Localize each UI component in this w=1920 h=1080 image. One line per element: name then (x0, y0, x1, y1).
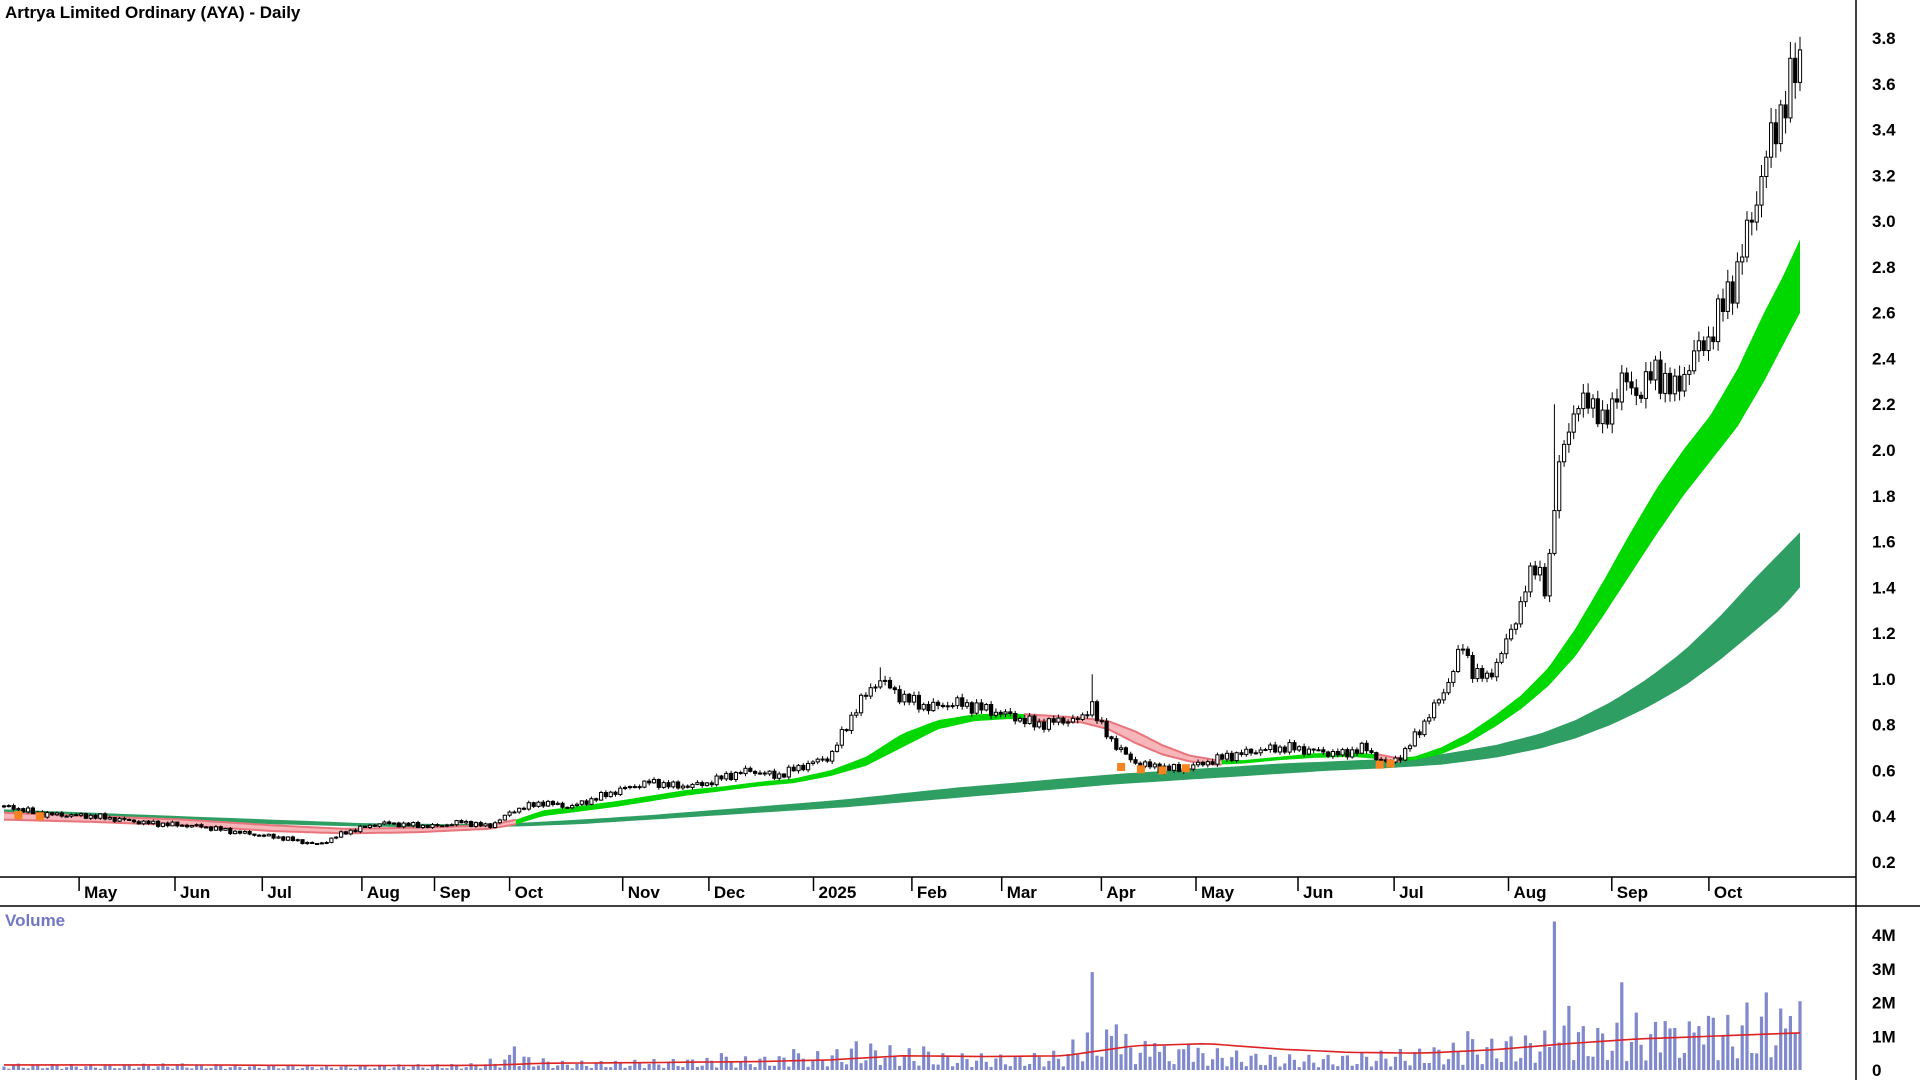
svg-text:Sep: Sep (440, 883, 471, 902)
svg-text:1.8: 1.8 (1872, 487, 1896, 506)
svg-text:2M: 2M (1872, 994, 1896, 1013)
candlesticks (1, 36, 1803, 846)
svg-text:4M: 4M (1872, 926, 1896, 945)
svg-text:1.0: 1.0 (1872, 670, 1896, 689)
svg-text:Aug: Aug (1514, 883, 1547, 902)
svg-text:Jun: Jun (1303, 883, 1333, 902)
svg-text:Nov: Nov (628, 883, 661, 902)
svg-text:May: May (84, 883, 118, 902)
svg-text:1.4: 1.4 (1872, 578, 1896, 597)
svg-text:2.6: 2.6 (1872, 304, 1896, 323)
svg-text:Aug: Aug (367, 883, 400, 902)
svg-text:3.0: 3.0 (1872, 212, 1896, 231)
svg-text:0.6: 0.6 (1872, 761, 1896, 780)
svg-text:Apr: Apr (1106, 883, 1136, 902)
svg-text:0.4: 0.4 (1872, 807, 1896, 826)
volume-ma-line (4, 1032, 1801, 1067)
svg-text:2.8: 2.8 (1872, 258, 1896, 277)
price-axis-labels: 3.8 3.6 3.4 3.2 3.0 2.8 2.6 2.4 2.2 2.0 1.8 1.6 1.4 1… (1872, 29, 1896, 872)
svg-text:0.2: 0.2 (1872, 853, 1896, 872)
svg-text:3.2: 3.2 (1872, 166, 1896, 185)
svg-text:Mar: Mar (1007, 883, 1038, 902)
svg-text:1.2: 1.2 (1872, 624, 1896, 643)
svg-text:Sep: Sep (1617, 883, 1648, 902)
svg-text:0: 0 (1872, 1061, 1881, 1080)
signal-markers (14, 759, 1395, 821)
svg-text:3.4: 3.4 (1872, 121, 1896, 140)
svg-text:2025: 2025 (819, 883, 857, 902)
svg-text:0.8: 0.8 (1872, 716, 1896, 735)
svg-text:1.6: 1.6 (1872, 533, 1896, 552)
svg-text:Oct: Oct (1714, 883, 1743, 902)
svg-text:2.4: 2.4 (1872, 349, 1896, 368)
volume-panel-label: Volume (5, 911, 66, 930)
chart-title: Artrya Limited Ordinary (AYA) - Daily (5, 3, 301, 22)
svg-text:Dec: Dec (714, 883, 745, 902)
svg-text:2.2: 2.2 (1872, 395, 1896, 414)
svg-text:3.6: 3.6 (1872, 75, 1896, 94)
svg-text:3M: 3M (1872, 960, 1896, 979)
svg-text:May: May (1201, 883, 1235, 902)
svg-text:Jun: Jun (180, 883, 210, 902)
svg-text:2.0: 2.0 (1872, 441, 1896, 460)
svg-text:3.8: 3.8 (1872, 29, 1896, 48)
svg-text:Oct: Oct (515, 883, 544, 902)
month-axis-labels: May Jun Jul Aug Sep Oct Nov Dec 2025 Feb Mar Apr May… (78, 877, 1743, 902)
svg-text:1M: 1M (1872, 1027, 1896, 1046)
volume-bars (2, 921, 1802, 1071)
svg-text:Jul: Jul (267, 883, 292, 902)
svg-text:Jul: Jul (1399, 883, 1424, 902)
svg-text:Feb: Feb (917, 883, 947, 902)
volume-axis-labels: 4M 3M 2M 1M 0 (1872, 926, 1896, 1080)
